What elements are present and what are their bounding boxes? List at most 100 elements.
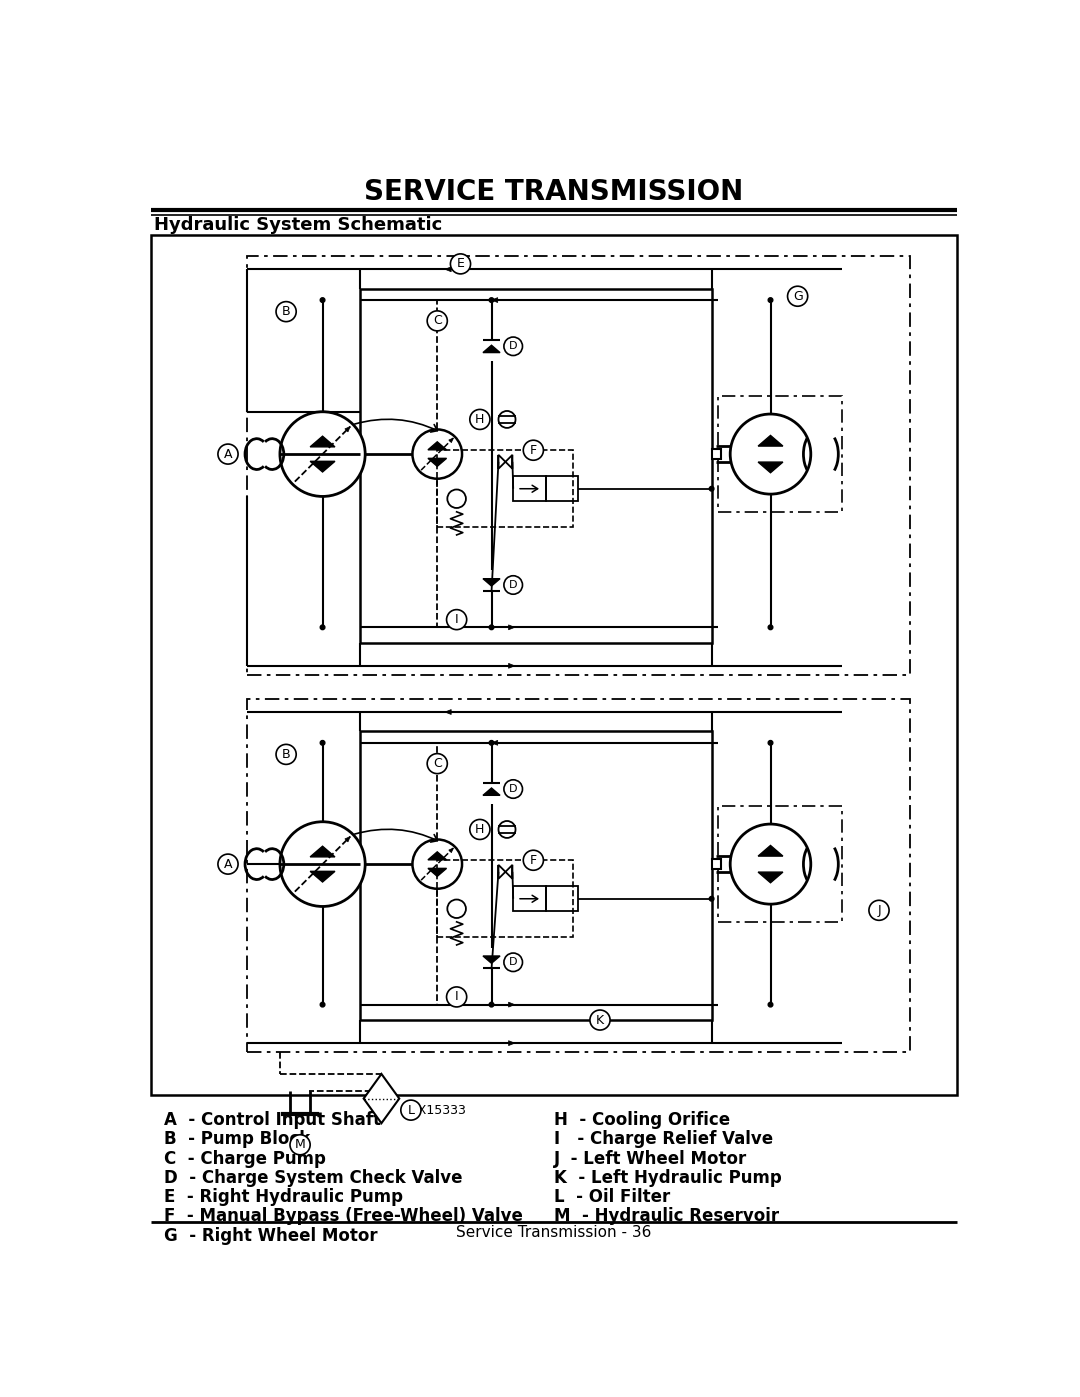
Text: A: A <box>224 858 232 870</box>
Circle shape <box>321 624 325 630</box>
Text: J: J <box>877 904 881 916</box>
Polygon shape <box>445 267 451 272</box>
Polygon shape <box>428 869 446 876</box>
Polygon shape <box>483 956 500 964</box>
Text: I: I <box>455 990 458 1003</box>
Text: MX15333: MX15333 <box>408 1105 467 1118</box>
Polygon shape <box>483 788 500 795</box>
Bar <box>712 859 721 869</box>
Text: C  - Charge Pump: C - Charge Pump <box>164 1150 326 1168</box>
Circle shape <box>470 820 490 840</box>
Text: F  - Manual Bypass (Free-Wheel) Valve: F - Manual Bypass (Free-Wheel) Valve <box>164 1207 524 1225</box>
Bar <box>247 698 910 1052</box>
Bar <box>718 397 841 511</box>
Circle shape <box>280 821 365 907</box>
Circle shape <box>276 745 296 764</box>
Text: SERVICE TRANSMISSION: SERVICE TRANSMISSION <box>364 179 743 207</box>
Polygon shape <box>345 426 350 432</box>
Text: K: K <box>596 1014 604 1027</box>
Circle shape <box>489 624 494 630</box>
Circle shape <box>524 440 543 460</box>
Circle shape <box>489 298 494 302</box>
Bar <box>360 731 713 1020</box>
Bar <box>712 450 721 458</box>
Circle shape <box>446 986 467 1007</box>
Polygon shape <box>364 1074 400 1123</box>
Circle shape <box>590 1010 610 1030</box>
Text: H: H <box>475 414 485 426</box>
Bar <box>360 289 713 643</box>
Circle shape <box>276 302 296 321</box>
Circle shape <box>504 337 523 355</box>
Text: D: D <box>509 784 517 793</box>
Circle shape <box>470 409 490 429</box>
Polygon shape <box>428 852 446 859</box>
Text: B: B <box>282 305 291 319</box>
Polygon shape <box>483 578 500 585</box>
Polygon shape <box>491 740 498 745</box>
Text: D: D <box>509 580 517 590</box>
Polygon shape <box>758 872 783 883</box>
Text: E: E <box>457 257 464 271</box>
Text: Hydraulic System Schematic: Hydraulic System Schematic <box>154 217 443 235</box>
Circle shape <box>710 897 714 901</box>
Circle shape <box>499 821 515 838</box>
Text: E  - Right Hydraulic Pump: E - Right Hydraulic Pump <box>164 1187 404 1206</box>
Text: M  - Hydraulic Reservoir: M - Hydraulic Reservoir <box>554 1207 779 1225</box>
Circle shape <box>710 486 714 490</box>
Bar <box>718 806 841 922</box>
Bar <box>437 861 572 937</box>
Polygon shape <box>491 298 498 303</box>
Polygon shape <box>509 664 515 668</box>
Text: B: B <box>282 747 291 761</box>
Text: H  - Cooling Orifice: H - Cooling Orifice <box>554 1111 730 1129</box>
Bar <box>513 476 545 502</box>
Polygon shape <box>310 461 335 472</box>
Bar <box>437 450 572 527</box>
Circle shape <box>504 953 523 971</box>
Text: M: M <box>295 1139 306 1151</box>
Polygon shape <box>428 458 446 467</box>
Circle shape <box>321 298 325 302</box>
Circle shape <box>499 411 515 427</box>
Circle shape <box>447 489 465 509</box>
Circle shape <box>428 753 447 774</box>
Circle shape <box>321 1002 325 1007</box>
Polygon shape <box>310 872 335 882</box>
Text: I   - Charge Relief Valve: I - Charge Relief Valve <box>554 1130 772 1148</box>
Polygon shape <box>758 845 783 856</box>
Bar <box>545 476 578 502</box>
Polygon shape <box>445 710 451 714</box>
Circle shape <box>218 854 238 875</box>
Text: H: H <box>475 823 485 835</box>
Polygon shape <box>310 847 335 856</box>
Bar <box>513 887 545 911</box>
Circle shape <box>787 286 808 306</box>
Text: G: G <box>793 289 802 303</box>
Text: J  - Left Wheel Motor: J - Left Wheel Motor <box>554 1150 746 1168</box>
Bar <box>150 235 957 1095</box>
Circle shape <box>730 824 811 904</box>
Text: D  - Charge System Check Valve: D - Charge System Check Valve <box>164 1169 463 1187</box>
Text: F: F <box>530 444 537 457</box>
Circle shape <box>218 444 238 464</box>
Circle shape <box>428 312 447 331</box>
Circle shape <box>321 740 325 745</box>
Polygon shape <box>449 439 454 443</box>
Polygon shape <box>310 436 335 447</box>
Bar <box>247 256 910 675</box>
Circle shape <box>730 414 811 495</box>
Polygon shape <box>509 624 515 630</box>
Circle shape <box>768 740 773 745</box>
Circle shape <box>504 780 523 798</box>
Text: Service Transmission - 36: Service Transmission - 36 <box>456 1225 651 1241</box>
Circle shape <box>413 429 462 479</box>
Text: D: D <box>509 957 517 967</box>
Circle shape <box>768 298 773 302</box>
Circle shape <box>869 900 889 921</box>
Circle shape <box>401 1099 421 1120</box>
Circle shape <box>450 254 471 274</box>
Polygon shape <box>509 1002 515 1007</box>
Circle shape <box>447 900 465 918</box>
Text: A: A <box>224 447 232 461</box>
